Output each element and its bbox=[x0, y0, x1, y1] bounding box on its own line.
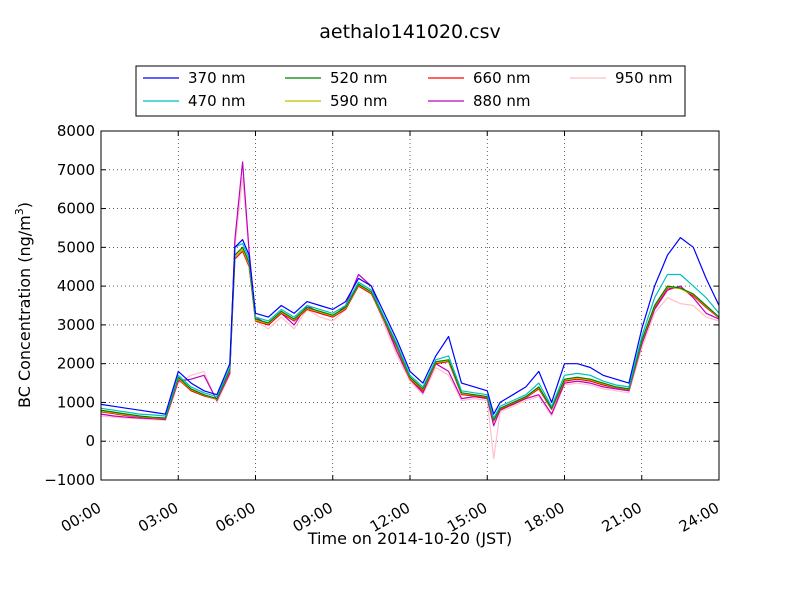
legend-box bbox=[135, 65, 686, 117]
legend-label: 590 nm bbox=[330, 92, 388, 110]
y-tick-label: 1000 bbox=[57, 393, 95, 411]
y-tick-label: 4000 bbox=[57, 277, 95, 295]
y-tick-labels: −1000 0 1000 2000 3000 4000 5000 6000 7000 8000 bbox=[44, 122, 95, 489]
legend-label: 950 nm bbox=[615, 69, 673, 87]
series-line-470-nm bbox=[100, 242, 720, 419]
series-lines bbox=[100, 161, 720, 460]
legend-label: 660 nm bbox=[473, 69, 531, 87]
y-tick-label: 3000 bbox=[57, 316, 95, 334]
series-line-880-nm bbox=[100, 161, 720, 427]
y-axis-label-superscript: 3 bbox=[13, 208, 26, 215]
chart-title: aethalo141020.csv bbox=[319, 21, 501, 43]
y-axis-label-main: BC Concentration (ng/m bbox=[15, 215, 34, 408]
series-line-370-nm bbox=[100, 237, 720, 415]
y-tick-label: 7000 bbox=[57, 161, 95, 179]
y-tick-label: 5000 bbox=[57, 238, 95, 256]
legend-label: 370 nm bbox=[188, 69, 246, 87]
legend: 370 nm 470 nm 520 nm 590 nm 660 nm 880 nm 950 … bbox=[135, 65, 686, 117]
y-tick-label: 8000 bbox=[57, 122, 95, 140]
legend-label: 470 nm bbox=[188, 92, 246, 110]
y-axis-label: BC Concentration (ng/m3) bbox=[13, 202, 34, 408]
y-axis-label-tail: ) bbox=[15, 202, 34, 208]
series-line-520-nm bbox=[100, 246, 720, 421]
grid bbox=[101, 131, 719, 480]
x-axis-label: Time on 2014-10-20 (JST) bbox=[307, 529, 512, 548]
legend-label: 880 nm bbox=[473, 92, 531, 110]
legend-label: 520 nm bbox=[330, 69, 388, 87]
y-tick-label: 0 bbox=[85, 432, 95, 450]
axis-ticks bbox=[100, 130, 720, 481]
y-tick-label: −1000 bbox=[44, 471, 95, 489]
y-tick-label: 2000 bbox=[57, 355, 95, 373]
y-tick-label: 6000 bbox=[57, 200, 95, 218]
